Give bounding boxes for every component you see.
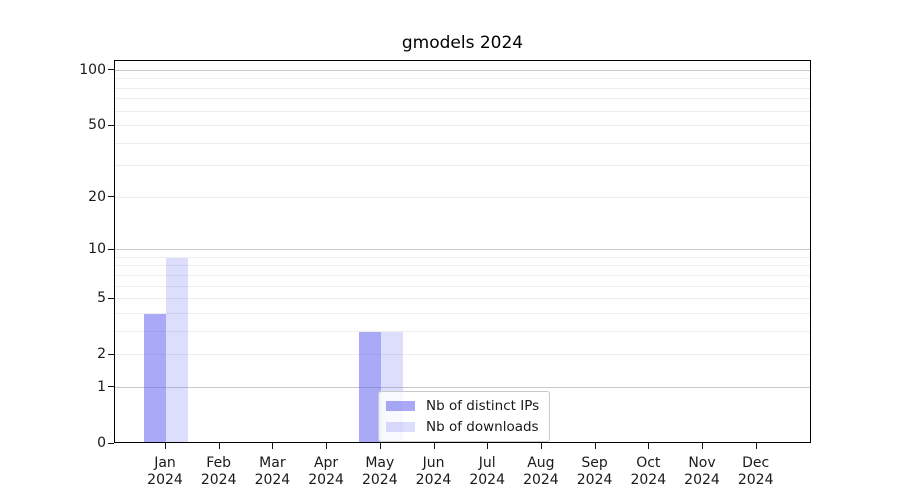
gridline-minor bbox=[115, 298, 810, 300]
y-tick-label: 1 bbox=[97, 378, 106, 395]
y-axis-tick bbox=[108, 353, 114, 355]
gridline-major bbox=[115, 69, 810, 71]
x-tick-year: 2024 bbox=[147, 472, 183, 488]
y-axis-tick bbox=[108, 442, 114, 444]
gridline-minor bbox=[115, 354, 810, 356]
x-axis-tick bbox=[379, 443, 381, 449]
gridline-minor bbox=[115, 87, 810, 89]
gridline-minor bbox=[115, 165, 810, 167]
y-tick-label: 2 bbox=[97, 346, 106, 363]
x-tick-label: Feb 2024 bbox=[184, 455, 254, 489]
y-tick-label: 5 bbox=[97, 290, 106, 307]
x-tick-year: 2024 bbox=[415, 472, 452, 488]
x-tick-year: 2024 bbox=[523, 472, 559, 488]
x-tick-month: Sep bbox=[581, 455, 608, 471]
gridline-minor bbox=[115, 98, 810, 100]
gridline-minor bbox=[115, 330, 810, 332]
x-axis-tick bbox=[702, 443, 703, 449]
x-tick-month: Apr bbox=[313, 455, 339, 471]
x-tick-label: Dec 2024 bbox=[721, 455, 791, 489]
x-tick-month: Jun bbox=[422, 455, 445, 471]
bar-distinct-ips bbox=[358, 331, 381, 442]
legend-row-downloads: Nb of downloads bbox=[386, 418, 539, 436]
x-axis-tick bbox=[755, 443, 757, 449]
x-tick-month: May bbox=[365, 455, 395, 471]
x-axis-tick bbox=[594, 443, 596, 449]
y-axis-tick bbox=[108, 196, 114, 198]
x-tick-label: Aug 2024 bbox=[506, 455, 576, 489]
x-axis-tick bbox=[648, 443, 650, 449]
x-tick-label: May 2024 bbox=[345, 455, 415, 489]
x-tick-year: 2024 bbox=[308, 472, 344, 488]
x-tick-month: Nov bbox=[688, 455, 716, 471]
legend-label-distinct-ips: Nb of distinct IPs bbox=[426, 398, 540, 414]
x-tick-year: 2024 bbox=[254, 472, 291, 488]
y-axis-tick bbox=[108, 297, 114, 299]
x-tick-year: 2024 bbox=[200, 472, 237, 488]
legend-swatch-distinct-ips bbox=[386, 401, 415, 411]
gridline-minor bbox=[115, 110, 810, 112]
legend: Nb of distinct IPs Nb of downloads bbox=[378, 391, 551, 442]
x-tick-month: Mar bbox=[259, 455, 286, 471]
x-tick-month: Feb bbox=[206, 455, 232, 471]
x-tick-year: 2024 bbox=[737, 472, 774, 488]
x-tick-year: 2024 bbox=[576, 472, 613, 488]
gridline-major bbox=[115, 386, 810, 388]
gridline-minor bbox=[115, 125, 810, 126]
y-tick-label: 50 bbox=[88, 117, 106, 133]
x-tick-label: Oct 2024 bbox=[613, 455, 683, 489]
y-tick-label: 100 bbox=[79, 61, 106, 78]
plot-area bbox=[114, 60, 811, 443]
x-axis-tick bbox=[218, 443, 220, 449]
x-tick-label: Nov 2024 bbox=[667, 455, 737, 489]
legend-label-downloads: Nb of downloads bbox=[426, 419, 539, 435]
x-axis-tick bbox=[165, 443, 166, 449]
y-tick-label: 10 bbox=[88, 241, 106, 258]
x-tick-month: Jan bbox=[154, 455, 176, 471]
x-tick-label: Jun 2024 bbox=[399, 455, 469, 489]
x-tick-label: Mar 2024 bbox=[237, 455, 307, 489]
x-tick-year: 2024 bbox=[684, 472, 720, 488]
x-axis-tick bbox=[487, 443, 489, 449]
x-tick-year: 2024 bbox=[361, 472, 398, 488]
gridline-minor bbox=[115, 196, 810, 198]
gridline-minor bbox=[115, 312, 810, 314]
chart-title: gmodels 2024 bbox=[401, 33, 524, 53]
x-tick-label: Apr 2024 bbox=[291, 455, 361, 489]
y-axis-tick bbox=[108, 248, 114, 250]
x-tick-label: Jul 2024 bbox=[452, 455, 522, 489]
x-axis-tick bbox=[433, 443, 435, 449]
x-tick-year: 2024 bbox=[469, 472, 505, 488]
x-tick-month: Jul bbox=[478, 455, 496, 471]
y-tick-label: 0 bbox=[97, 435, 106, 451]
y-axis-tick bbox=[108, 386, 114, 388]
x-axis-tick bbox=[540, 443, 542, 449]
x-tick-month: Dec bbox=[742, 455, 770, 471]
gridline-minor bbox=[115, 265, 810, 267]
x-tick-month: Aug bbox=[527, 455, 555, 471]
gridline-minor bbox=[115, 285, 810, 287]
x-tick-label: Sep 2024 bbox=[560, 455, 630, 489]
bar-downloads bbox=[166, 257, 188, 442]
x-axis-tick bbox=[272, 443, 274, 449]
x-tick-year: 2024 bbox=[630, 472, 667, 488]
legend-row-distinct-ips: Nb of distinct IPs bbox=[386, 397, 539, 415]
bar-distinct-ips bbox=[144, 313, 166, 442]
y-axis-tick bbox=[108, 69, 114, 71]
x-tick-label: Jan 2024 bbox=[130, 455, 200, 489]
y-axis-tick bbox=[108, 124, 114, 126]
x-tick-month: Oct bbox=[636, 455, 661, 471]
gridline-minor bbox=[115, 78, 810, 80]
y-tick-label: 20 bbox=[88, 188, 106, 205]
gridline-minor bbox=[115, 274, 810, 276]
gridline-minor bbox=[115, 142, 810, 144]
x-axis-tick bbox=[326, 443, 328, 449]
legend-swatch-downloads bbox=[386, 422, 415, 432]
gridline-major bbox=[115, 249, 810, 251]
gridline-minor bbox=[115, 256, 810, 258]
